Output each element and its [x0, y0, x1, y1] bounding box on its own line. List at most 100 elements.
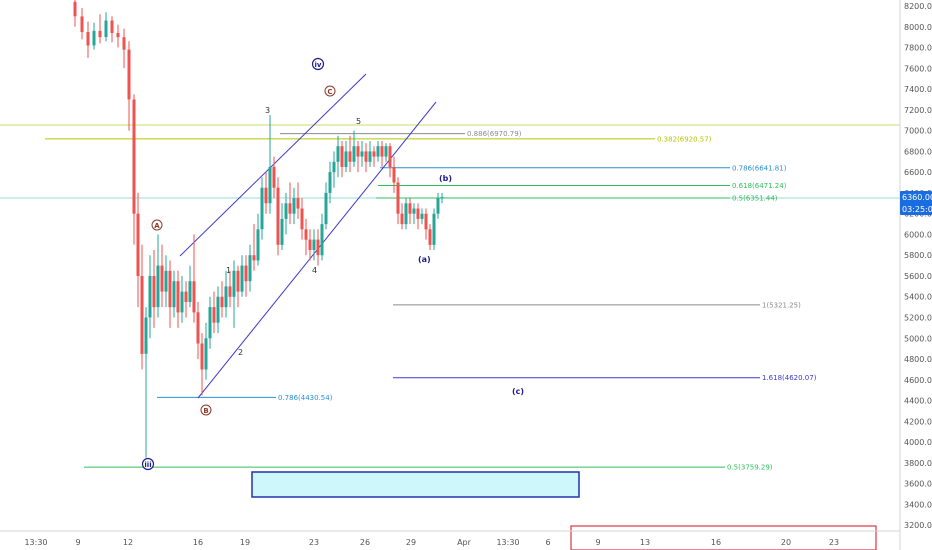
candle-body [368, 151, 372, 162]
candle-body [127, 49, 131, 100]
candle-body [180, 291, 184, 313]
candle-body [276, 187, 280, 245]
candle-body [224, 286, 228, 308]
candle-body [172, 281, 176, 308]
candle-body [236, 270, 240, 292]
candle-body [200, 343, 204, 370]
candle-body [208, 307, 212, 339]
circled-label-A: A [151, 219, 163, 231]
fib-level-label: 1(5321.25) [762, 301, 801, 309]
candle-body [144, 317, 148, 354]
y-tick-label: 8200.00 [904, 2, 932, 11]
y-tick-label: 3200.00 [904, 521, 932, 530]
y-tick-label: 4400.00 [904, 397, 932, 406]
candle-body [86, 32, 90, 46]
x-tick-label: Apr [457, 538, 472, 547]
candle-body [268, 166, 272, 204]
y-tick-label: 5800.00 [904, 251, 932, 260]
x-tick-label: 6 [545, 538, 550, 547]
candle-body [320, 224, 324, 256]
svg-text:iii: iii [144, 461, 151, 469]
x-tick-label: 29 [406, 538, 416, 547]
target-zone-box[interactable] [251, 471, 580, 498]
candle-body [416, 208, 420, 219]
y-tick-label: 7000.00 [904, 127, 932, 136]
candle-body [384, 146, 388, 157]
candle-body [80, 16, 84, 32]
candle-body [248, 255, 252, 282]
candle-body [352, 146, 356, 162]
candle-body [216, 296, 220, 323]
y-tick-label: 4000.00 [904, 438, 932, 447]
candle-body [98, 30, 102, 38]
x-tick-label: 23 [829, 538, 839, 547]
current-price-badge: 6360.00 03:25:06 [900, 191, 932, 215]
candle-body [304, 229, 308, 240]
y-tick-label: 7600.00 [904, 64, 932, 73]
candle-body [280, 218, 284, 245]
y-tick-label: 8000.00 [904, 23, 932, 32]
red-zone-box[interactable] [570, 525, 877, 550]
candle-body [388, 146, 392, 167]
candle-body [432, 213, 436, 245]
circled-label-iv: iv [311, 57, 325, 71]
candle-body [164, 270, 168, 292]
x-tick-label: 20 [781, 538, 791, 547]
candle-body [152, 276, 156, 308]
svg-text:B: B [203, 407, 208, 415]
x-tick-label: 12 [123, 538, 133, 547]
candle-body [104, 20, 108, 38]
candle-body [288, 203, 292, 214]
y-tick-label: 6000.00 [904, 230, 932, 239]
y-tick-label: 3400.00 [904, 500, 932, 509]
candle-body [328, 172, 332, 193]
y-tick-label: 7200.00 [904, 106, 932, 115]
candle-body [188, 281, 192, 302]
candle-body [380, 146, 384, 157]
wave-label-2: 2 [238, 348, 243, 357]
candle-body [240, 265, 244, 292]
candle-body [264, 187, 268, 204]
current-price-value: 6360.00 [902, 193, 932, 202]
candle-body [160, 265, 164, 292]
candle-body [140, 276, 144, 354]
x-tick-label: 26 [360, 538, 370, 547]
fib-levels[interactable]: 0.886(6970.79) 0.382(6920.57) 0.786(6641.8… [45, 130, 817, 472]
candle-body [428, 229, 432, 245]
candle-body [232, 270, 236, 297]
y-tick-label: 5400.00 [904, 293, 932, 302]
candle-body [440, 197, 444, 199]
candle-body [424, 213, 428, 230]
candle-body [136, 213, 140, 276]
fib-level-label: 0.786(4430.54) [278, 394, 333, 402]
y-tick-label: 4800.00 [904, 355, 932, 364]
candle-body [168, 270, 172, 308]
x-tick-label: 16 [193, 538, 203, 547]
candle-body [400, 213, 404, 225]
fib-level-label: 0.5(6351.44) [732, 195, 778, 203]
candle-body [192, 281, 196, 313]
circled-label-iii: iii [141, 457, 155, 471]
channel-upper-line[interactable] [179, 73, 367, 257]
candle-body [336, 146, 340, 162]
x-tick-label: 13:30 [24, 538, 47, 547]
candle-body [316, 239, 320, 256]
candle-body [312, 239, 316, 250]
wave-label-c: (c) [512, 387, 524, 396]
candle-body [122, 37, 126, 50]
candle-body [92, 30, 96, 46]
circled-label-C: C [324, 85, 336, 97]
y-tick-label: 7400.00 [904, 85, 932, 94]
circled-label-B: B [200, 404, 212, 416]
fib-level-label: 0.886(6970.79) [467, 130, 522, 138]
fib-level-label: 0.618(6471.24) [732, 182, 787, 190]
candle-body [292, 198, 296, 214]
candle-body [324, 192, 328, 225]
y-tick-label: 5200.00 [904, 314, 932, 323]
candle-body [272, 166, 276, 188]
x-axis-ticks[interactable]: 13:30 9 12 16 19 23 26 29 Apr 13:30 6 9 13 16 20 23 [24, 538, 839, 547]
candle-body [332, 161, 336, 173]
